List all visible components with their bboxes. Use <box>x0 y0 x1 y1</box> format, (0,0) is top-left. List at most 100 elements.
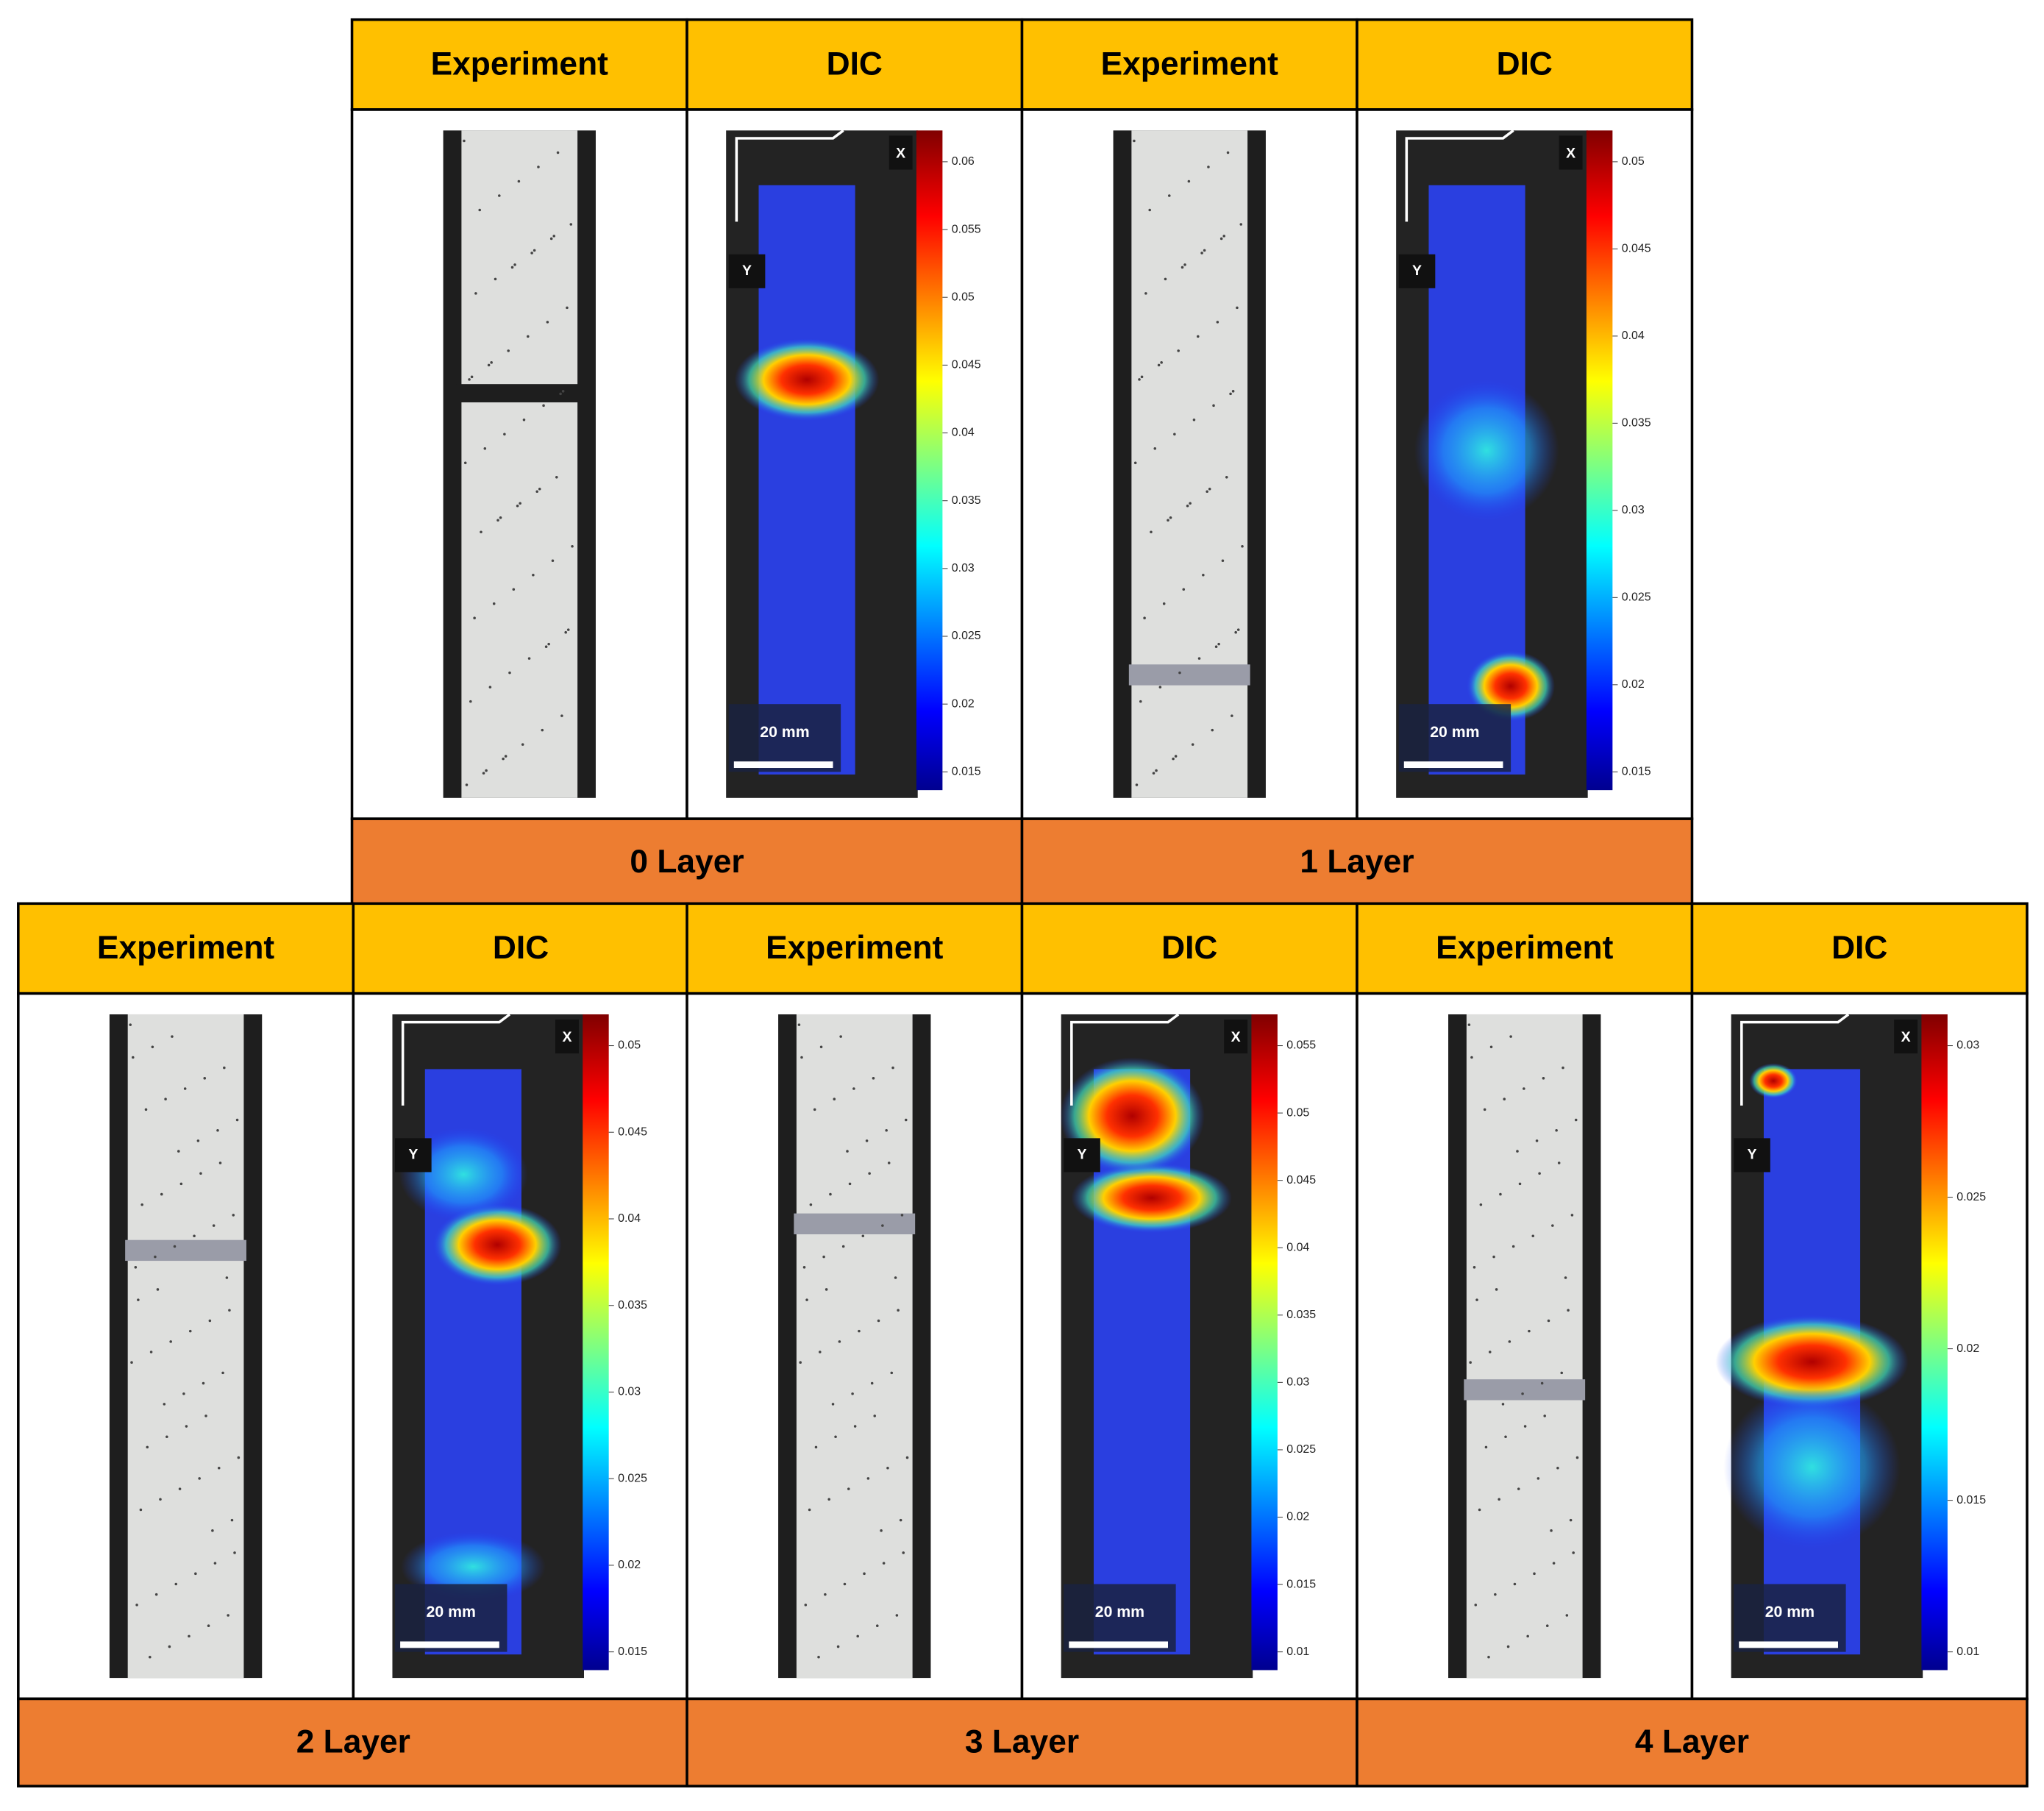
speckle <box>1135 783 1139 786</box>
speckle <box>1556 1466 1559 1470</box>
speckle <box>1187 179 1191 183</box>
speckle <box>156 1288 160 1291</box>
speckle <box>1172 757 1175 761</box>
speckle <box>1158 686 1162 689</box>
speckle <box>846 1150 849 1153</box>
speckle <box>178 1487 182 1490</box>
scale-bar <box>400 1641 499 1648</box>
speckle <box>891 1066 894 1070</box>
speckle <box>868 1172 871 1175</box>
speckle <box>1219 237 1223 241</box>
speckle <box>538 487 541 491</box>
speckle <box>890 1371 894 1375</box>
speckle <box>895 1614 899 1617</box>
header-text: DIC <box>1497 46 1553 82</box>
speckle <box>1197 657 1201 660</box>
y-axis-label: Y <box>742 263 752 279</box>
speckle <box>504 755 508 758</box>
colorbar-tick-label: 0.015 <box>1956 1494 1986 1506</box>
speckle <box>833 1097 836 1100</box>
speckle <box>188 1634 190 1638</box>
colorbar-tick-label: 0.055 <box>1286 1039 1316 1052</box>
speckle <box>1231 714 1233 717</box>
speckle <box>498 194 501 197</box>
speckle <box>1153 447 1157 450</box>
scale-label: 20 mm <box>427 1603 476 1620</box>
speckle <box>173 1245 177 1248</box>
speckle <box>1474 1604 1478 1607</box>
speckle <box>485 769 488 772</box>
y-axis-label: Y <box>1078 1147 1087 1163</box>
speckle <box>165 1435 168 1438</box>
axis-box <box>889 135 913 170</box>
speckle <box>1511 1245 1515 1248</box>
strain-hotspot <box>1414 380 1559 522</box>
speckle <box>1229 392 1232 396</box>
colorbar-tick-label: 0.05 <box>1622 155 1645 168</box>
speckle <box>510 266 514 269</box>
colorbar-tick-label: 0.03 <box>618 1386 641 1398</box>
speckle <box>1148 208 1151 212</box>
speckle <box>813 1108 816 1111</box>
header-text: Experiment <box>766 930 944 966</box>
speckle <box>199 1172 202 1175</box>
specimen <box>127 1014 244 1679</box>
speckle <box>1144 292 1147 295</box>
speckle <box>819 1045 823 1049</box>
speckle <box>169 1340 172 1343</box>
speckle <box>470 375 474 379</box>
speckle <box>876 1624 879 1627</box>
speckle <box>1182 588 1186 591</box>
speckle <box>560 714 563 717</box>
speckle <box>140 1203 143 1206</box>
colorbar <box>916 130 943 791</box>
speckle <box>160 1192 163 1196</box>
speckle <box>227 1614 229 1617</box>
speckle <box>1164 277 1167 281</box>
speckle <box>129 1023 132 1026</box>
colorbar-tick-label: 0.02 <box>1286 1511 1309 1523</box>
colorbar-tick-label: 0.035 <box>1622 417 1651 430</box>
speckle <box>865 1139 869 1142</box>
speckle <box>225 1276 229 1279</box>
speckle <box>469 700 472 703</box>
scale-label: 20 mm <box>760 723 809 741</box>
speckle <box>851 1392 854 1395</box>
speckle <box>483 447 487 450</box>
speckle <box>819 1351 822 1353</box>
speckle <box>135 1604 138 1607</box>
speckle <box>1492 1255 1495 1259</box>
speckle <box>1234 630 1237 634</box>
speckle <box>233 1551 236 1554</box>
speckle <box>1499 1192 1502 1196</box>
speckle <box>149 1655 152 1659</box>
axis-box <box>1559 135 1583 170</box>
speckle <box>886 1466 889 1470</box>
speckle <box>221 1371 224 1375</box>
colorbar <box>1586 130 1613 791</box>
colorbar-tick-label: 0.04 <box>952 427 975 439</box>
speckle <box>1139 700 1142 703</box>
axis-box <box>555 1020 579 1054</box>
speckle <box>829 1192 832 1196</box>
speckle <box>154 1255 157 1259</box>
speckle <box>1503 1097 1506 1100</box>
axis-icon <box>1740 1013 1850 1106</box>
speckle <box>800 1056 803 1059</box>
speckle <box>549 237 553 241</box>
speckle <box>1523 1087 1525 1090</box>
speckle <box>137 1298 140 1301</box>
speckle <box>1562 1066 1564 1070</box>
speckle <box>555 476 558 479</box>
speckle <box>1200 252 1203 255</box>
speckle <box>1555 1128 1558 1132</box>
speckle <box>882 1562 886 1565</box>
speckle <box>507 349 510 352</box>
speckle <box>1487 1655 1490 1659</box>
speckle <box>478 208 481 212</box>
colorbar-tick-label: 0.025 <box>952 630 981 642</box>
speckle <box>1547 1319 1550 1323</box>
axis-icon <box>1405 129 1514 222</box>
speckle <box>1239 223 1243 226</box>
scale-box <box>1734 1584 1846 1652</box>
